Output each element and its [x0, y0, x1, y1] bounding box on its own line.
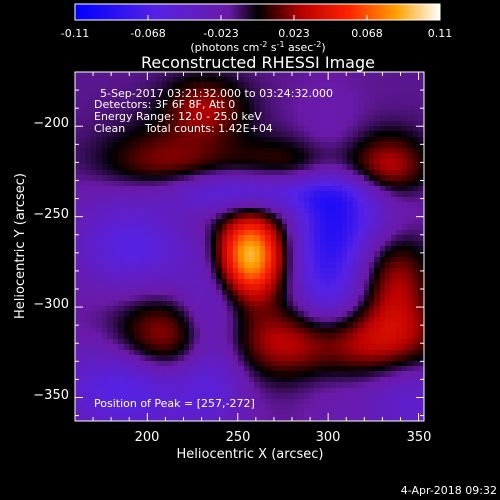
- colorbar-tick-label-0: -0.11: [61, 27, 89, 40]
- colorbar-tick-label-1: -0.068: [130, 27, 165, 40]
- x-tick-label-200: 200: [135, 430, 160, 445]
- plot-frame: [74, 71, 425, 422]
- y-tick-label-200: −200: [33, 116, 69, 131]
- colorbar-tick-label-5: 0.11: [428, 27, 453, 40]
- heatmap-canvas: [75, 72, 424, 421]
- colorbar-frame: [74, 3, 441, 21]
- colorbar-tick-label-3: 0.023: [278, 27, 310, 40]
- x-tick-label-250: 250: [226, 430, 251, 445]
- annotation-total-counts: Total counts: 1.42E+04: [144, 122, 273, 135]
- annotation-method: Clean: [94, 122, 125, 135]
- colorbar-tick-label-2: -0.023: [203, 27, 238, 40]
- annotation-peak: Position of Peak = [257,-272]: [94, 397, 255, 410]
- y-tick-label-250: −250: [33, 207, 69, 222]
- annotation-detectors: Detectors: 3F 6F 8F, Att 0: [94, 98, 235, 111]
- y-axis-label: Heliocentric Y (arcsec): [13, 173, 28, 319]
- colorbar-gradient: [75, 4, 440, 20]
- colorbar: -0.11 -0.068 -0.023 0.023 0.068 0.11 (ph…: [61, 3, 453, 54]
- colorbar-ticks: [74, 15, 441, 20]
- colorbar-units: (photons cm-2 s-1 asec-2): [190, 40, 325, 54]
- colorbar-tick-label-4: 0.068: [351, 27, 383, 40]
- x-tick-label-300: 300: [316, 430, 341, 445]
- footer-timestamp: 4-Apr-2018 09:32: [401, 484, 497, 497]
- annotation-time-range: 5-Sep-2017 03:21:32.000 to 03:24:32.000: [100, 87, 333, 100]
- x-axis-label: Heliocentric X (arcsec): [177, 447, 324, 462]
- axis-ticks: [74, 71, 424, 421]
- x-tick-label-350: 350: [407, 430, 432, 445]
- y-tick-label-300: −300: [33, 297, 69, 312]
- annotation-energy: Energy Range: 12.0 - 25.0 keV: [94, 110, 262, 123]
- heatmap-image: [75, 72, 424, 421]
- y-tick-label-350: −350: [33, 388, 69, 403]
- chart-title: Reconstructed RHESSI Image: [141, 53, 375, 72]
